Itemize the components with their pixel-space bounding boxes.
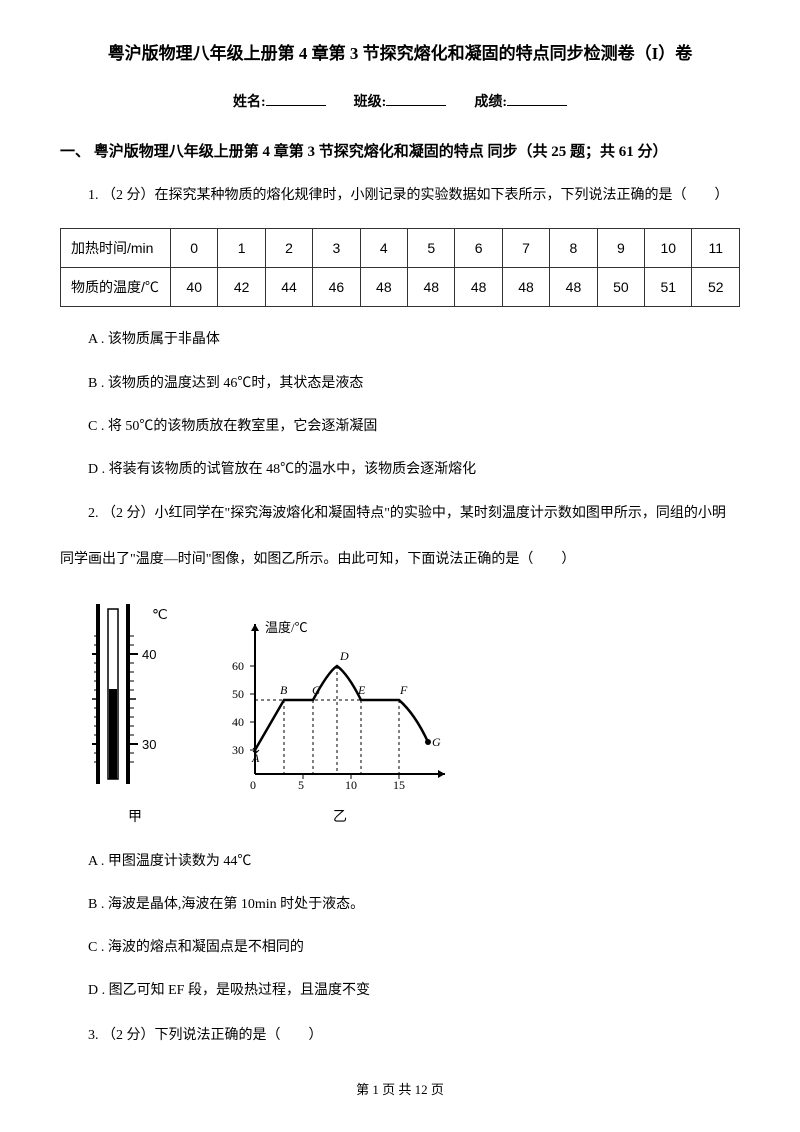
q1-option-c: C . 将 50℃的该物质放在教室里，它会逐渐凝固: [88, 414, 740, 439]
thermometer-icon: ℃ 40 30: [90, 594, 180, 794]
thermometer-block: ℃ 40 30: [90, 594, 180, 829]
cell: 51: [645, 267, 692, 306]
cell: 2: [265, 228, 312, 267]
question-1: 1. （2 分）在探究某种物质的熔化规律时，小刚记录的实验数据如下表所示，下列说…: [60, 182, 740, 210]
q1-option-b: B . 该物质的温度达到 46℃时，其状态是液态: [88, 371, 740, 396]
cell: 50: [597, 267, 644, 306]
q1-data-table: 加热时间/min 0 1 2 3 4 5 6 7 8 9 10 11 物质的温度…: [60, 228, 740, 308]
svg-text:10: 10: [345, 778, 357, 792]
name-blank[interactable]: [266, 92, 326, 106]
svg-text:℃: ℃: [152, 606, 168, 622]
cell: 6: [455, 228, 502, 267]
svg-text:40: 40: [232, 715, 244, 729]
cell: 1: [218, 228, 265, 267]
cell: 48: [550, 267, 597, 306]
cell: 40: [171, 267, 218, 306]
temperature-time-graph: 温度/℃ 30 40 50 60 0 5 10 15 A B: [220, 614, 460, 794]
class-blank[interactable]: [386, 92, 446, 106]
svg-text:15: 15: [393, 778, 405, 792]
svg-text:30: 30: [232, 743, 244, 757]
svg-text:5: 5: [298, 778, 304, 792]
q2-option-a: A . 甲图温度计读数为 44℃: [88, 849, 740, 874]
svg-text:G: G: [432, 735, 441, 749]
cell: 加热时间/min: [61, 228, 171, 267]
svg-text:C: C: [312, 683, 321, 697]
cell: 11: [692, 228, 740, 267]
score-label: 成绩:: [474, 95, 507, 110]
svg-text:温度/℃: 温度/℃: [265, 620, 308, 635]
cell: 48: [455, 267, 502, 306]
page-footer: 第 1 页 共 12 页: [60, 1080, 740, 1101]
graph-block: 温度/℃ 30 40 50 60 0 5 10 15 A B: [220, 614, 460, 829]
score-blank[interactable]: [507, 92, 567, 106]
cell: 48: [502, 267, 549, 306]
q2-option-d: D . 图乙可知 EF 段，是吸热过程，且温度不变: [88, 978, 740, 1003]
svg-text:0: 0: [250, 778, 256, 792]
svg-text:F: F: [399, 683, 408, 697]
class-label: 班级:: [354, 95, 387, 110]
cell: 52: [692, 267, 740, 306]
cell: 9: [597, 228, 644, 267]
cell: 46: [313, 267, 360, 306]
svg-text:40: 40: [142, 647, 156, 662]
svg-text:E: E: [357, 683, 366, 697]
q2-option-c: C . 海波的熔点和凝固点是不相同的: [88, 935, 740, 960]
fig2-label: 乙: [220, 807, 460, 829]
q2-option-b: B . 海波是晶体,海波在第 10min 时处于液态。: [88, 892, 740, 917]
question-3: 3. （2 分）下列说法正确的是（ ）: [60, 1022, 740, 1050]
question-2-line1: 2. （2 分）小红同学在"探究海波熔化和凝固特点"的实验中，某时刻温度计示数如…: [60, 500, 740, 528]
cell: 0: [171, 228, 218, 267]
q2-figures: ℃ 40 30: [90, 594, 740, 829]
table-row: 物质的温度/℃ 40 42 44 46 48 48 48 48 48 50 51…: [61, 267, 740, 306]
cell: 10: [645, 228, 692, 267]
svg-text:D: D: [339, 649, 349, 663]
q1-option-d: D . 将装有该物质的试管放在 48℃的温水中，该物质会逐渐熔化: [88, 457, 740, 482]
name-label: 姓名:: [233, 95, 266, 110]
cell: 5: [408, 228, 455, 267]
student-info-line: 姓名: 班级: 成绩:: [60, 92, 740, 114]
cell: 7: [502, 228, 549, 267]
svg-text:B: B: [280, 683, 288, 697]
svg-text:50: 50: [232, 687, 244, 701]
svg-text:30: 30: [142, 737, 156, 752]
cell: 4: [360, 228, 407, 267]
cell: 物质的温度/℃: [61, 267, 171, 306]
table-row: 加热时间/min 0 1 2 3 4 5 6 7 8 9 10 11: [61, 228, 740, 267]
fig1-label: 甲: [90, 807, 180, 829]
q1-option-a: A . 该物质属于非晶体: [88, 327, 740, 352]
cell: 48: [408, 267, 455, 306]
page-title: 粤沪版物理八年级上册第 4 章第 3 节探究熔化和凝固的特点同步检测卷（I）卷: [60, 40, 740, 67]
section-header: 一、 粤沪版物理八年级上册第 4 章第 3 节探究熔化和凝固的特点 同步（共 2…: [60, 140, 740, 164]
cell: 44: [265, 267, 312, 306]
cell: 8: [550, 228, 597, 267]
cell: 42: [218, 267, 265, 306]
cell: 3: [313, 228, 360, 267]
svg-text:60: 60: [232, 659, 244, 673]
cell: 48: [360, 267, 407, 306]
question-2-line2: 同学画出了"温度—时间"图像，如图乙所示。由此可知，下面说法正确的是（ ）: [60, 546, 740, 574]
